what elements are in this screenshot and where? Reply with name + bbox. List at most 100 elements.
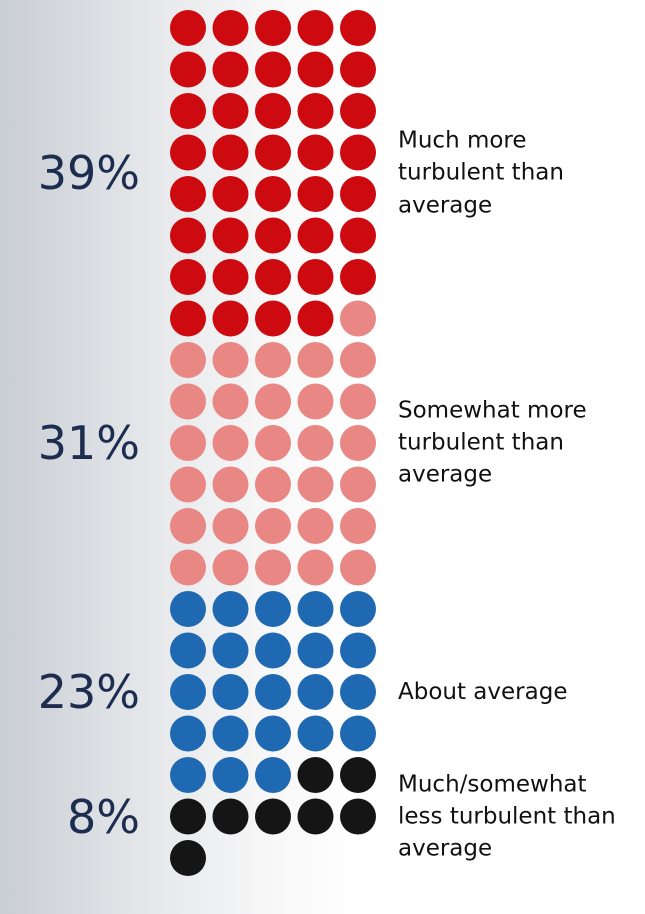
dot (255, 342, 291, 378)
dot (212, 425, 249, 461)
dot (170, 176, 206, 212)
dot (212, 798, 249, 835)
dot (212, 259, 249, 295)
dot (255, 798, 291, 835)
dot (170, 757, 206, 793)
dot (297, 300, 334, 337)
dot (297, 425, 334, 461)
dot (212, 51, 249, 88)
dot (340, 508, 376, 544)
dot (255, 10, 291, 46)
dot (255, 93, 291, 129)
dot (255, 591, 291, 627)
dot (170, 549, 206, 586)
dot (340, 715, 376, 752)
dot (297, 632, 334, 669)
dot (297, 342, 334, 378)
dot (255, 51, 291, 88)
dot (340, 342, 376, 378)
dot (340, 51, 376, 88)
dot (170, 93, 206, 129)
dot (340, 383, 376, 420)
dot (170, 10, 206, 46)
dot (170, 342, 206, 378)
dot (297, 549, 334, 586)
percent-label: 8% (67, 789, 140, 844)
category-label: About average (398, 678, 568, 705)
dot (255, 674, 291, 710)
dot (340, 259, 376, 295)
dot (297, 715, 334, 752)
dot (212, 383, 249, 420)
dot (212, 93, 249, 129)
dot (170, 632, 206, 669)
dot (212, 300, 249, 337)
dot (340, 300, 376, 337)
dot (212, 217, 249, 254)
dot (212, 134, 249, 171)
dot (297, 259, 334, 295)
dot (170, 840, 206, 876)
percent-label: 31% (37, 416, 140, 470)
dot (170, 134, 206, 171)
dot (255, 300, 291, 337)
dot (340, 176, 376, 212)
dot (340, 466, 376, 503)
dot (212, 674, 249, 710)
dot (340, 93, 376, 129)
dot (212, 342, 249, 378)
dot (340, 591, 376, 627)
dot (170, 425, 206, 461)
dot (340, 425, 376, 461)
dot (212, 549, 249, 586)
dot (170, 715, 206, 752)
dot (170, 466, 206, 503)
dot (255, 217, 291, 254)
dot (255, 715, 291, 752)
dot (297, 508, 334, 544)
dot (340, 798, 376, 835)
dot (170, 508, 206, 544)
dot (297, 674, 334, 710)
dot (340, 549, 376, 586)
dot (170, 217, 206, 254)
dot (340, 757, 376, 793)
dot (212, 508, 249, 544)
dot (212, 10, 249, 46)
dot (297, 798, 334, 835)
dot (297, 383, 334, 420)
dot (212, 466, 249, 503)
dot (340, 10, 376, 46)
dot (255, 466, 291, 503)
dot (340, 674, 376, 710)
dot (255, 383, 291, 420)
dot (297, 217, 334, 254)
dot (170, 259, 206, 295)
dot (255, 757, 291, 793)
dot (255, 259, 291, 295)
dot (212, 591, 249, 627)
dot (255, 425, 291, 461)
dot (212, 632, 249, 669)
dot (297, 93, 334, 129)
dot (297, 757, 334, 793)
dot (170, 300, 206, 337)
dot (255, 549, 291, 586)
dot (297, 10, 334, 46)
category-label: Somewhat more turbulent than average (398, 397, 587, 489)
dot (340, 134, 376, 171)
dot (297, 134, 334, 171)
dot (170, 674, 206, 710)
dot (297, 591, 334, 627)
dot (170, 798, 206, 835)
percent-label: 23% (37, 665, 140, 719)
dot (255, 176, 291, 212)
dot (297, 51, 334, 88)
dot (212, 757, 249, 793)
dot (340, 217, 376, 254)
dot (255, 632, 291, 669)
dot (170, 591, 206, 627)
dot (170, 51, 206, 88)
